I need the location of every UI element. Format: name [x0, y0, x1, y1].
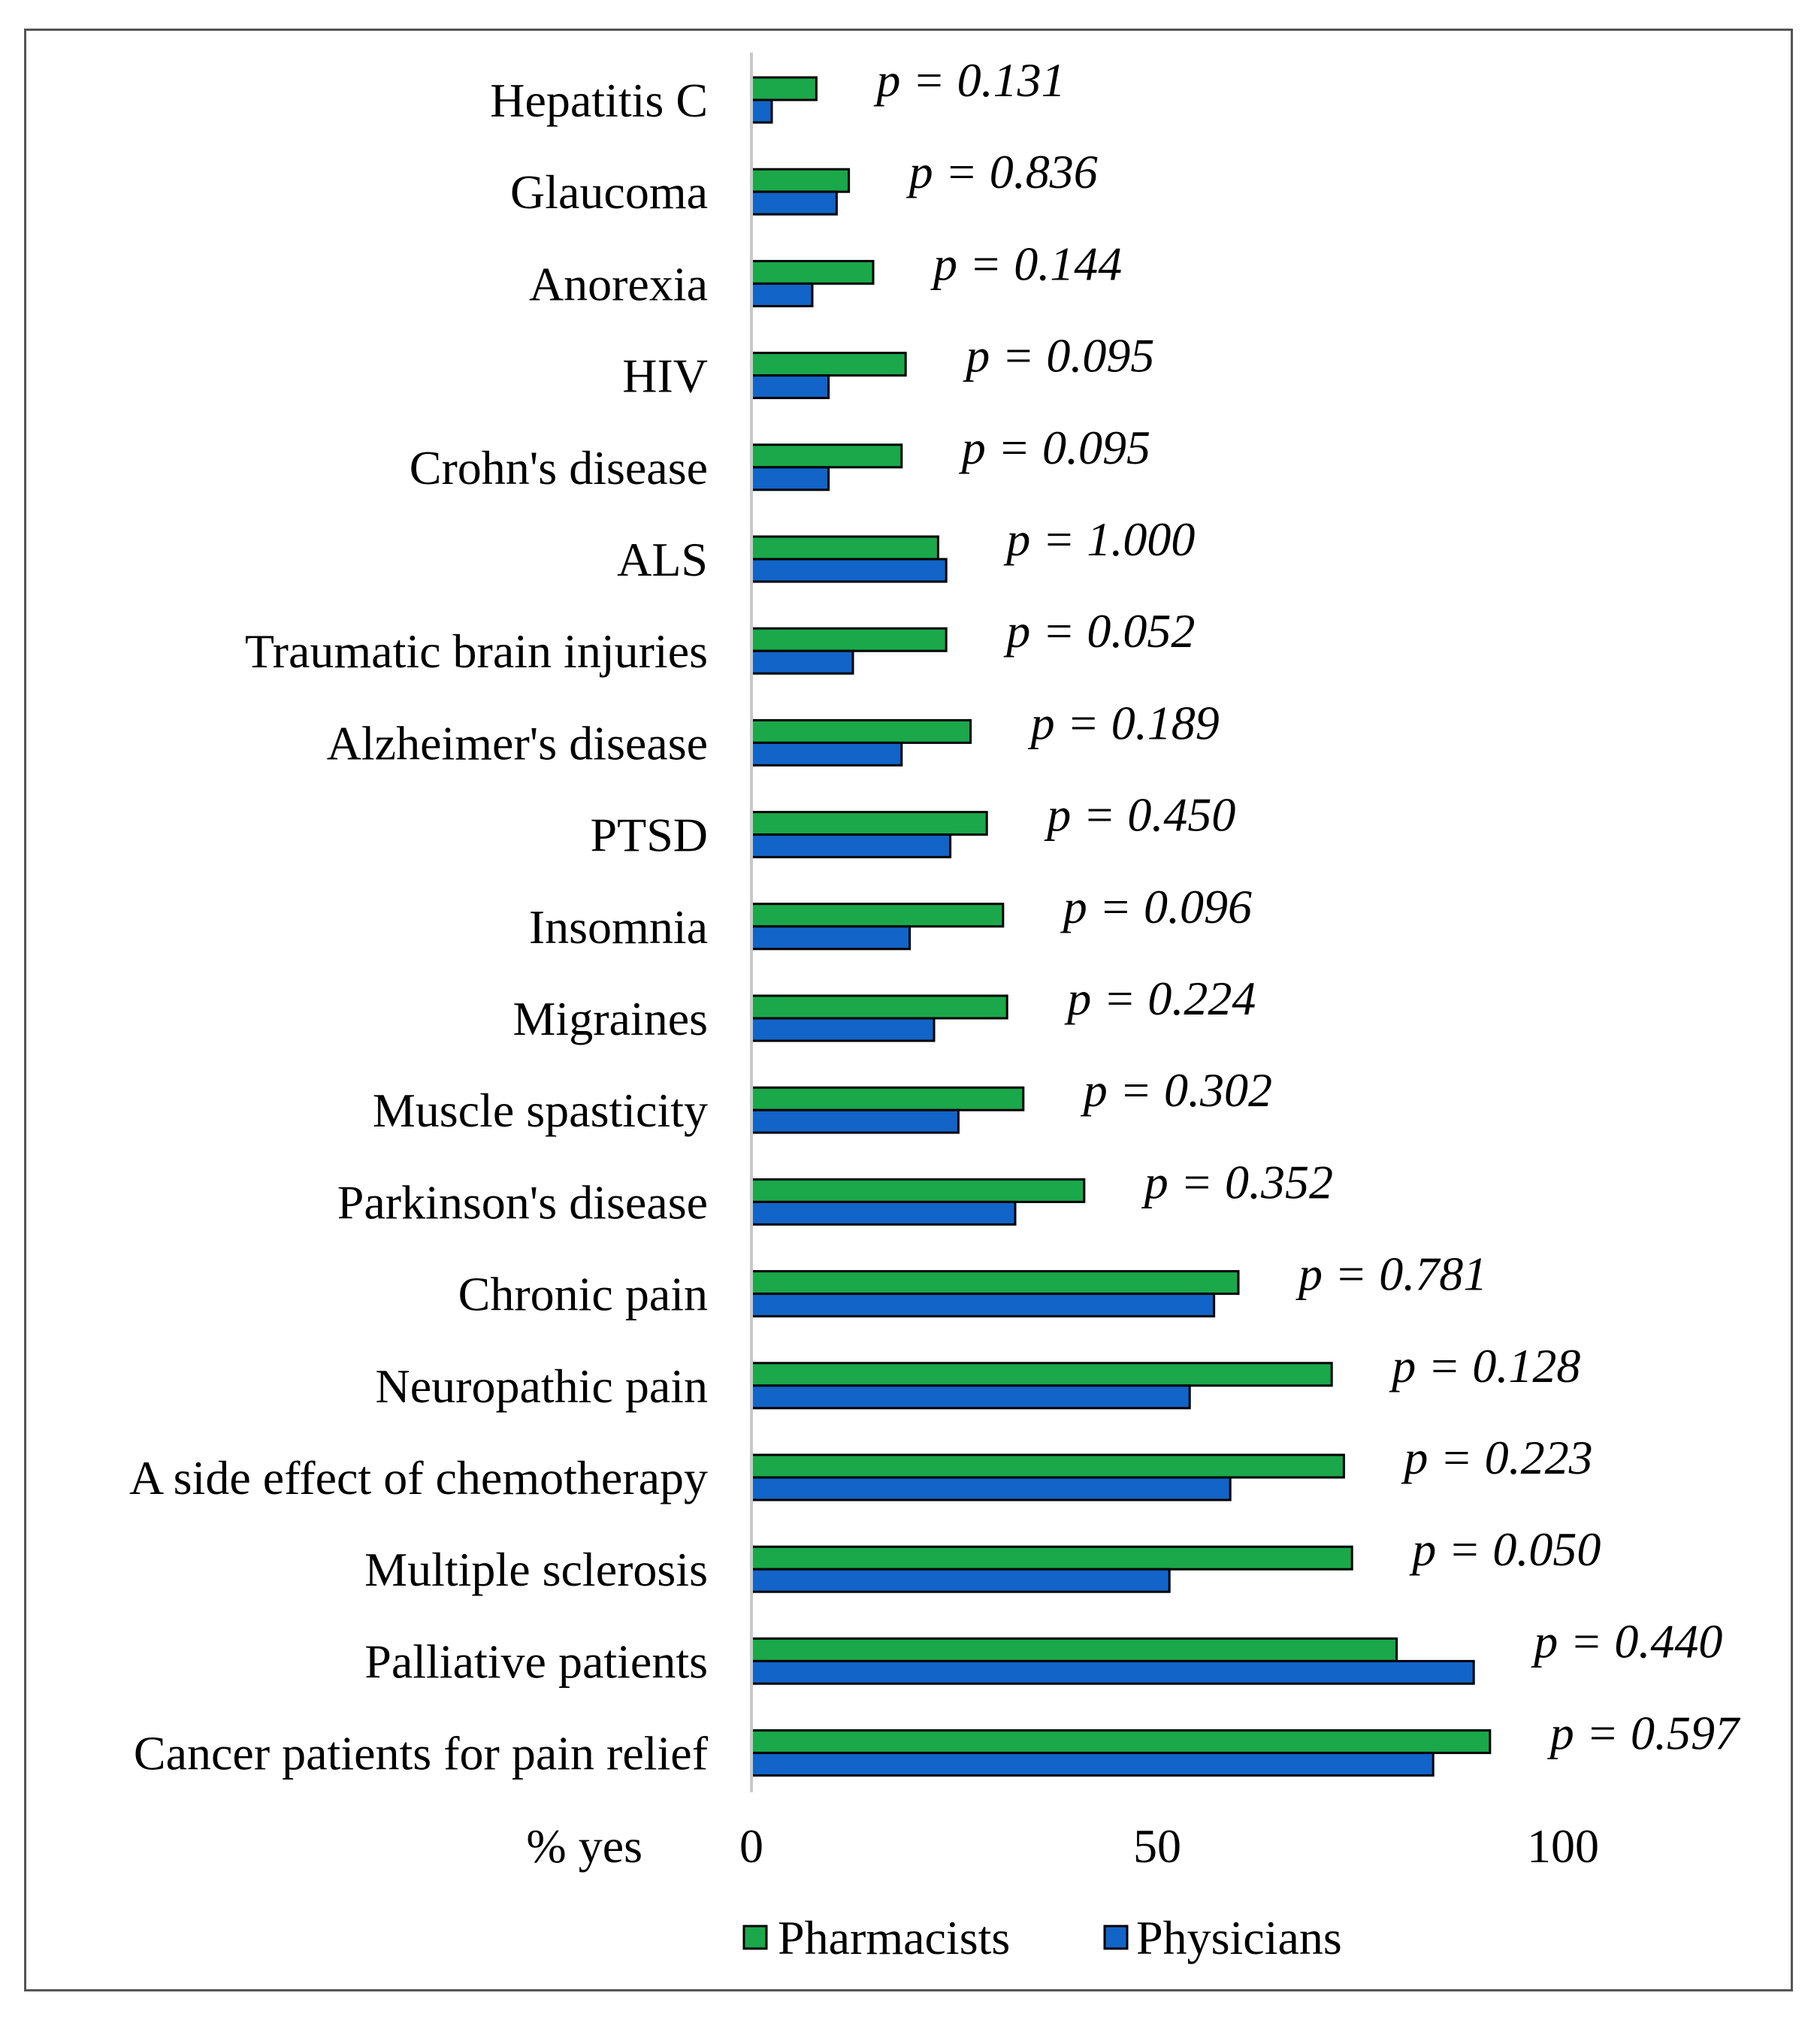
bar-physicians — [750, 558, 948, 583]
bars-layer — [750, 76, 1492, 1777]
bar-pharmacists — [750, 903, 1005, 928]
x-tick-label: 100 — [1527, 1819, 1599, 1873]
bar-pharmacists — [750, 811, 988, 836]
x-tick-label: 0 — [739, 1819, 763, 1873]
category-label: A side effect of chemotherapy — [129, 1451, 708, 1504]
legend-swatch-physicians — [1103, 1925, 1129, 1950]
category-label: Glaucoma — [510, 165, 708, 219]
category-label: Alzheimer's disease — [327, 716, 708, 770]
category-label: ALS — [617, 533, 708, 586]
bar-physicians — [750, 1108, 960, 1134]
category-label: Parkinson's disease — [337, 1175, 708, 1229]
legend-label-physicians: Physicians — [1136, 1911, 1342, 1964]
x-axis-label: % yes — [526, 1819, 642, 1873]
bar-physicians — [750, 190, 838, 216]
p-value-label: p = 0.144 — [930, 237, 1122, 290]
p-value-label: p = 0.597 — [1547, 1707, 1741, 1760]
category-label: Neuropathic pain — [376, 1359, 709, 1413]
p-value-label: p = 1.000 — [1003, 513, 1195, 566]
bar-pharmacists — [750, 443, 903, 469]
bar-physicians — [750, 1384, 1191, 1410]
bar-pharmacists — [750, 1362, 1333, 1387]
category-label: HIV — [622, 349, 708, 403]
bar-physicians — [750, 1017, 936, 1042]
category-label: Cancer patients for pain relief — [134, 1727, 709, 1780]
p-value-label: p = 0.096 — [1060, 880, 1252, 933]
bar-pharmacists — [750, 1270, 1240, 1296]
bar-physicians — [750, 374, 830, 400]
category-label: Traumatic brain injuries — [245, 624, 708, 678]
p-value-label: p = 0.352 — [1141, 1155, 1333, 1208]
bar-pharmacists — [750, 627, 948, 652]
category-label: Migraines — [513, 992, 709, 1045]
bar-physicians — [750, 466, 830, 491]
bar-pharmacists — [750, 718, 972, 744]
p-value-label: p = 0.052 — [1003, 604, 1195, 658]
bar-physicians — [750, 833, 952, 859]
p-value-labels: p = 0.131 p = 0.836 p = 0.144 p = 0.095 p = … — [873, 53, 1741, 1760]
category-label: Muscle spasticity — [373, 1084, 708, 1137]
bar-physicians — [750, 741, 903, 767]
bar-pharmacists — [750, 535, 939, 561]
p-value-label: p = 0.450 — [1044, 788, 1235, 842]
p-value-label: p = 0.302 — [1081, 1063, 1272, 1117]
p-value-label: p = 0.189 — [1028, 696, 1220, 749]
category-label: PTSD — [591, 809, 709, 862]
bar-pharmacists — [750, 1729, 1492, 1755]
p-value-label: p = 0.440 — [1531, 1614, 1722, 1668]
bar-pharmacists — [750, 1086, 1025, 1111]
bar-pharmacists — [750, 1453, 1345, 1479]
category-label: Palliative patients — [364, 1634, 708, 1688]
bar-physicians — [750, 925, 912, 951]
bar-physicians — [750, 1752, 1435, 1777]
bar-pharmacists — [750, 168, 851, 193]
legend: Pharmacists Physicians — [742, 1911, 1342, 1964]
category-label: Multiple sclerosis — [364, 1543, 708, 1596]
p-value-label: p = 0.095 — [959, 421, 1150, 474]
bar-physicians — [750, 1293, 1216, 1318]
category-label: Crohn's disease — [410, 441, 708, 494]
legend-swatch-pharmacists — [742, 1925, 768, 1950]
bar-physicians — [750, 1476, 1232, 1501]
bar-physicians — [750, 649, 854, 675]
p-value-label: p = 0.128 — [1389, 1339, 1580, 1393]
bar-physicians — [750, 1659, 1475, 1685]
bar-pharmacists — [750, 1178, 1086, 1203]
category-labels: Hepatitis C Glaucoma Anorexia HIV Crohn's di… — [129, 74, 709, 1780]
p-value-label: p = 0.223 — [1401, 1431, 1592, 1484]
category-label: Insomnia — [529, 900, 708, 954]
category-label: Hepatitis C — [490, 74, 708, 127]
bar-physicians — [750, 98, 773, 124]
category-label: Anorexia — [529, 257, 708, 310]
bar-physicians — [750, 1568, 1171, 1593]
bar-pharmacists — [750, 1545, 1353, 1571]
x-tick-label: 50 — [1133, 1819, 1181, 1873]
category-label: Chronic pain — [458, 1268, 708, 1321]
bar-pharmacists — [750, 1637, 1398, 1662]
bar-physicians — [750, 282, 814, 307]
legend-label-pharmacists: Pharmacists — [778, 1911, 1010, 1964]
p-value-label: p = 0.131 — [873, 53, 1065, 107]
p-value-label: p = 0.050 — [1409, 1523, 1601, 1576]
p-value-label: p = 0.781 — [1295, 1247, 1487, 1301]
bar-pharmacists — [750, 259, 875, 285]
bar-pharmacists — [750, 76, 818, 101]
bar-pharmacists — [750, 352, 907, 377]
p-value-label: p = 0.224 — [1064, 972, 1256, 1025]
x-tick-labels: 0 50 100 — [739, 1819, 1599, 1873]
p-value-label: p = 0.095 — [963, 329, 1154, 383]
bar-physicians — [750, 1200, 1017, 1226]
bar-pharmacists — [750, 994, 1008, 1020]
p-value-label: p = 0.836 — [906, 145, 1098, 198]
